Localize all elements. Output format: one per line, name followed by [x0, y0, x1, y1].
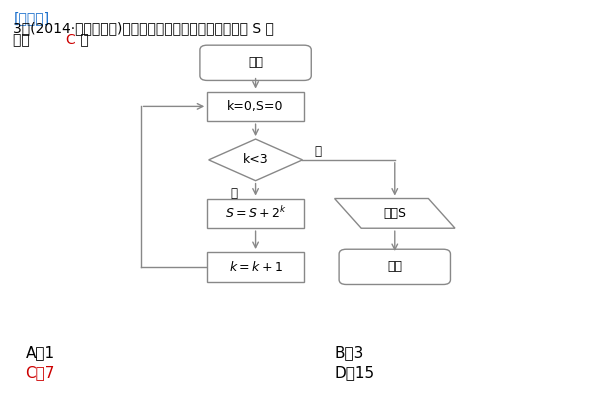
Text: A．1: A．1: [26, 345, 55, 360]
Text: 开始: 开始: [248, 56, 263, 69]
Text: C．7: C．7: [26, 365, 55, 380]
Text: $S=S+2^k$: $S=S+2^k$: [224, 205, 286, 221]
Polygon shape: [209, 139, 303, 181]
Text: 为（: 为（: [13, 33, 35, 47]
FancyBboxPatch shape: [200, 45, 311, 81]
Text: k=0,S=0: k=0,S=0: [227, 100, 284, 113]
Text: $k=k+1$: $k=k+1$: [229, 260, 283, 274]
Text: k<3: k<3: [243, 153, 268, 166]
Bar: [207, 199, 304, 228]
Polygon shape: [334, 199, 455, 228]
Text: 是: 是: [231, 187, 238, 200]
Text: B．3: B．3: [334, 345, 364, 360]
Text: 否: 否: [314, 145, 321, 158]
Bar: [207, 252, 304, 282]
Text: 结束: 结束: [387, 261, 402, 273]
FancyBboxPatch shape: [339, 249, 451, 284]
Bar: [207, 91, 304, 121]
Text: 3．(2014·高考北京卷)执行如图所示的程序框图，输出的 S 值: 3．(2014·高考北京卷)执行如图所示的程序框图，输出的 S 值: [13, 21, 274, 35]
Text: D．15: D．15: [334, 365, 375, 380]
Text: [做一做]: [做一做]: [13, 11, 50, 25]
Text: C: C: [65, 33, 75, 47]
Text: ）: ）: [76, 33, 89, 47]
Text: 输出S: 输出S: [383, 207, 406, 220]
